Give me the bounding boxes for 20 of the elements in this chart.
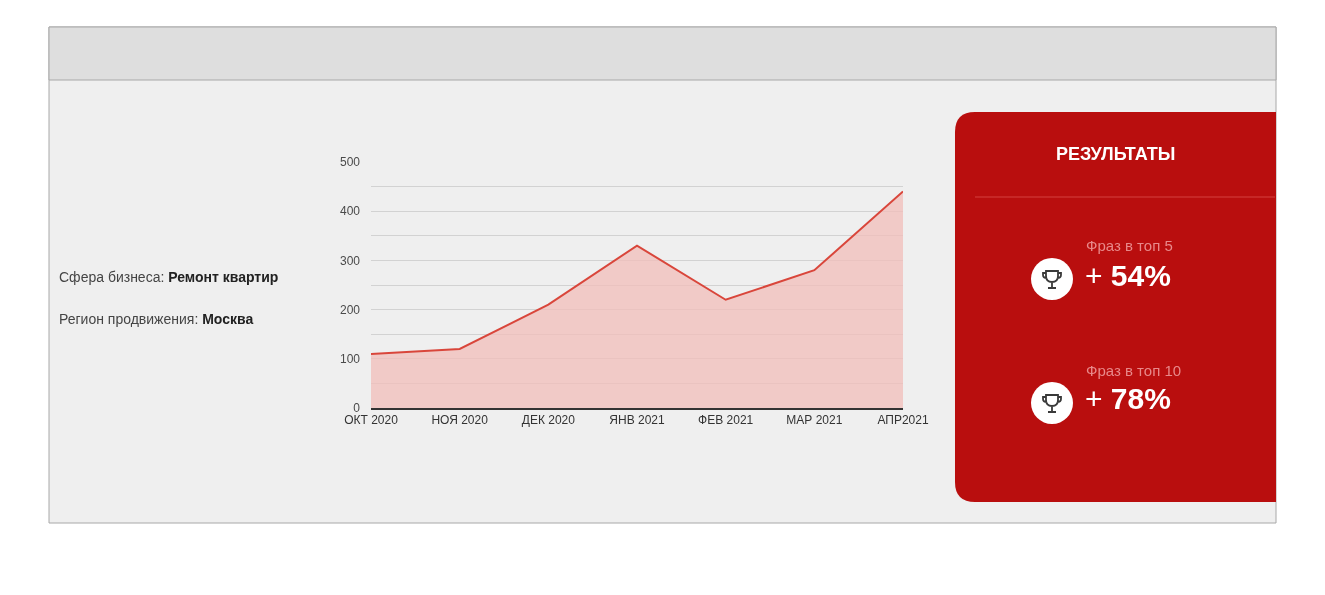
y-tick-label: 200 — [339, 302, 361, 317]
text: + 54% — [1085, 259, 1171, 292]
text: Фраз в топ 10 — [1086, 362, 1182, 379]
y-tick-label: 0 — [353, 401, 361, 416]
x-tick-label: ФЕВ 2021 — [698, 413, 754, 428]
text: Фраз в топ 5 — [1086, 237, 1173, 254]
text: Сфера бизнеса: Ремонт квартир — [59, 269, 279, 285]
y-tick-label: 400 — [339, 204, 361, 219]
x-tick-label: ЯНВ 2021 — [609, 413, 665, 428]
x-tick-label: ДЕК 2020 — [521, 413, 576, 428]
y-tick-label: 300 — [339, 253, 361, 268]
text: + 78% — [1085, 382, 1171, 415]
x-tick-label: ОКТ 2020 — [344, 413, 399, 428]
x-tick-label: АПР2021 — [877, 413, 929, 428]
x-tick-label: НОЯ 2020 — [431, 413, 489, 428]
y-tick-label: 100 — [339, 352, 361, 366]
y-tick-label: 500 — [339, 155, 361, 170]
text: РЕЗУЛЬТАТЫ — [1056, 144, 1176, 164]
text: Регион продвижения: Москва — [59, 311, 254, 327]
x-tick-label: МАР 2021 — [786, 413, 843, 428]
